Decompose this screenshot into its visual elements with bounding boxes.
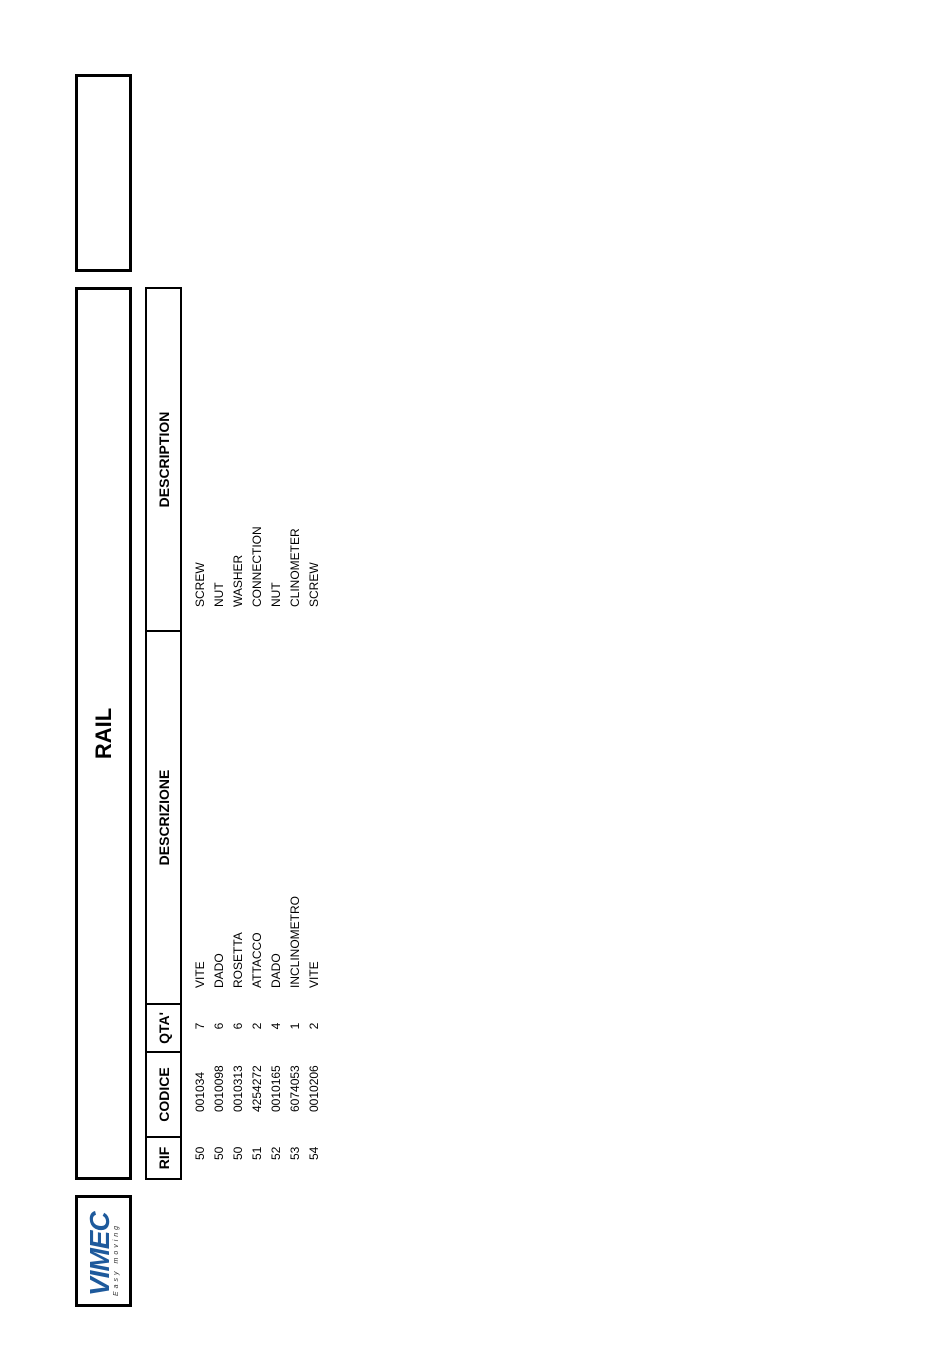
cell-rif: 52	[269, 1146, 283, 1160]
cell-codice: 001034	[193, 1071, 207, 1112]
cell-description: SCREW	[193, 562, 207, 607]
cell-descrizione: INCLINOMETRO	[288, 895, 302, 988]
cell-qta: 7	[193, 1022, 207, 1030]
cell-codice: 0010098	[212, 1065, 226, 1112]
vimec-logo: VIMEC Easy moving	[75, 1195, 132, 1307]
header-description: DESCRIPTION	[155, 411, 172, 508]
page-title: RAIL	[75, 287, 132, 1180]
cell-codice: 0010313	[231, 1065, 245, 1112]
cell-description: CLINOMETER	[288, 528, 302, 607]
cell-descrizione: ROSETTA	[231, 932, 245, 988]
cell-rif: 51	[250, 1146, 264, 1160]
cell-descrizione: VITE	[307, 961, 321, 988]
cell-qta: 6	[231, 1022, 245, 1030]
cell-rif: 50	[231, 1146, 245, 1160]
cell-rif: 53	[288, 1146, 302, 1160]
cell-codice: 0010206	[307, 1065, 321, 1112]
cell-qta: 2	[250, 1022, 264, 1030]
logo-tagline: Easy moving	[113, 1222, 120, 1296]
table-header: RIF CODICE QTA' DESCRIZIONE DESCRIPTION	[145, 287, 182, 1180]
cell-qta: 4	[269, 1022, 283, 1030]
cell-codice: 4254272	[250, 1065, 264, 1112]
cell-description: NUT	[212, 582, 226, 607]
cell-descrizione: VITE	[193, 961, 207, 988]
header-descrizione: DESCRIZIONE	[147, 630, 180, 1003]
cell-codice: 6074053	[288, 1065, 302, 1112]
cell-qta: 2	[307, 1022, 321, 1030]
cell-rif: 50	[212, 1146, 226, 1160]
header-qta: QTA'	[147, 1003, 180, 1051]
cell-descrizione: ATTACCO	[250, 932, 264, 988]
corner-box	[75, 74, 132, 272]
cell-description: NUT	[269, 582, 283, 607]
cell-codice: 0010165	[269, 1065, 283, 1112]
header-codice: CODICE	[147, 1051, 180, 1136]
cell-description: SCREW	[307, 562, 321, 607]
cell-qta: 1	[288, 1022, 302, 1030]
cell-descrizione: DADO	[212, 953, 226, 988]
cell-description: WASHER	[231, 554, 245, 607]
cell-rif: 54	[307, 1146, 321, 1160]
header-rif: RIF	[147, 1136, 180, 1178]
cell-description: CONNECTION	[250, 526, 264, 607]
cell-descrizione: DADO	[269, 953, 283, 988]
logo-brand: VIMEC	[84, 1212, 115, 1296]
cell-qta: 6	[212, 1022, 226, 1030]
cell-rif: 50	[193, 1146, 207, 1160]
